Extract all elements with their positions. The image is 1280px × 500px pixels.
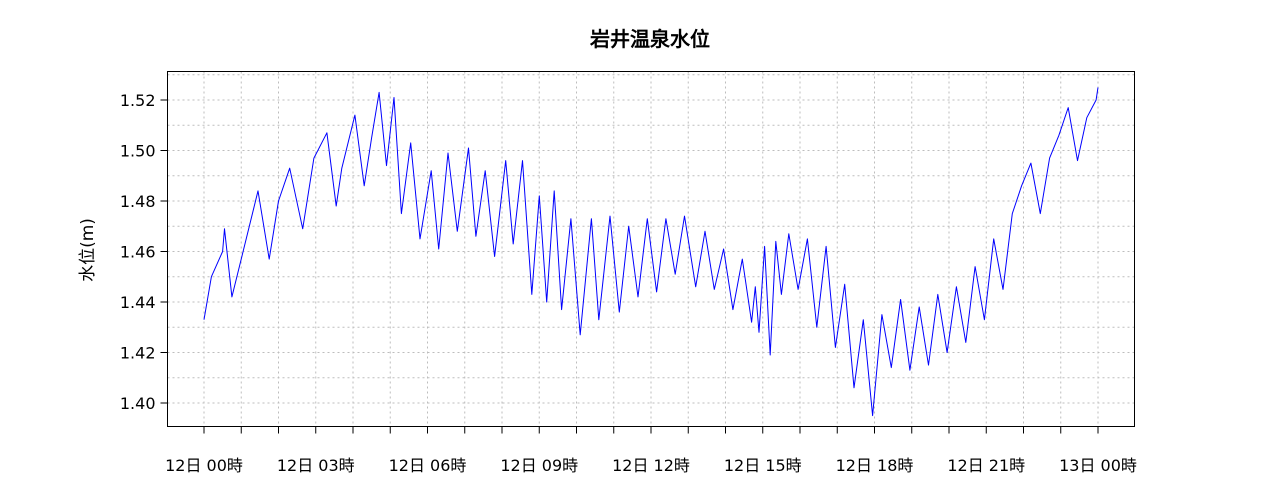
series-line <box>203 87 1099 417</box>
y-tick-label: 1.46 <box>120 243 156 262</box>
y-tick-label: 1.48 <box>120 192 156 211</box>
x-tick-label: 12日 06時 <box>389 456 467 475</box>
x-tick-labels: 12日 00時 12日 03時 12日 06時 12日 09時 12日 12時 12日 1… <box>165 456 1137 475</box>
y-tick-label: 1.44 <box>120 293 156 312</box>
y-axis-label: 水位(m) <box>78 218 98 282</box>
x-tick-label: 13日 00時 <box>1059 456 1137 475</box>
x-tick-label: 12日 03時 <box>277 456 355 475</box>
y-tick-label: 1.50 <box>120 142 156 161</box>
x-tick-label: 12日 18時 <box>836 456 914 475</box>
x-tick-label: 12日 09時 <box>500 456 578 475</box>
y-tick-label: 1.40 <box>120 394 156 413</box>
plot-frame <box>167 71 1135 427</box>
x-tick-label: 12日 00時 <box>165 456 243 475</box>
x-tick-label: 12日 15時 <box>724 456 802 475</box>
grid-lines <box>167 71 1135 427</box>
y-tick-label: 1.52 <box>120 91 156 110</box>
series-layer <box>203 87 1099 417</box>
x-tick-label: 12日 12時 <box>612 456 690 475</box>
x-tick-label: 12日 21時 <box>947 456 1025 475</box>
chart-title: 岩井温泉水位 <box>589 27 710 51</box>
axis-ticks <box>160 99 1099 434</box>
y-tick-label: 1.42 <box>120 344 156 363</box>
y-tick-labels: 1.40 1.42 1.44 1.46 1.48 1.50 1.52 <box>120 91 156 413</box>
